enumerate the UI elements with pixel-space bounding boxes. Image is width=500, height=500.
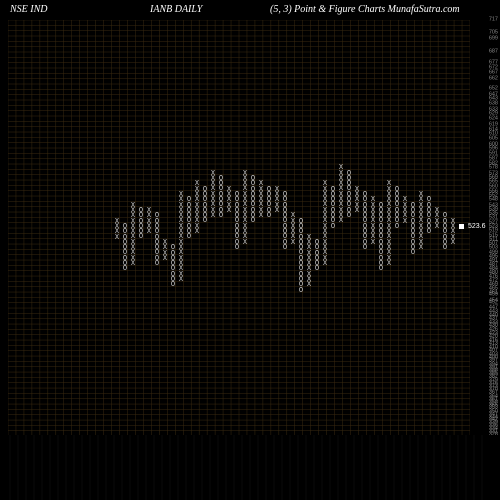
header-right: (5, 3) Point & Figure Charts MunafaSutra… (270, 4, 460, 15)
y-tick-label: 699 (489, 36, 498, 42)
last-price-value: 523.6 (468, 223, 486, 230)
chart-grid (8, 20, 470, 435)
bottom-strip (0, 435, 500, 500)
header-center: IANB DAILY (150, 4, 202, 15)
chart-header: NSE IND IANB DAILY (5, 3) Point & Figure… (0, 4, 500, 20)
y-tick-label: 687 (489, 49, 498, 55)
header-left: NSE IND (10, 4, 48, 15)
y-tick-label: 662 (489, 76, 498, 82)
y-tick-label: 717 (489, 17, 498, 23)
last-price-marker: 523.6 (459, 223, 485, 230)
pnf-chart (8, 20, 470, 435)
